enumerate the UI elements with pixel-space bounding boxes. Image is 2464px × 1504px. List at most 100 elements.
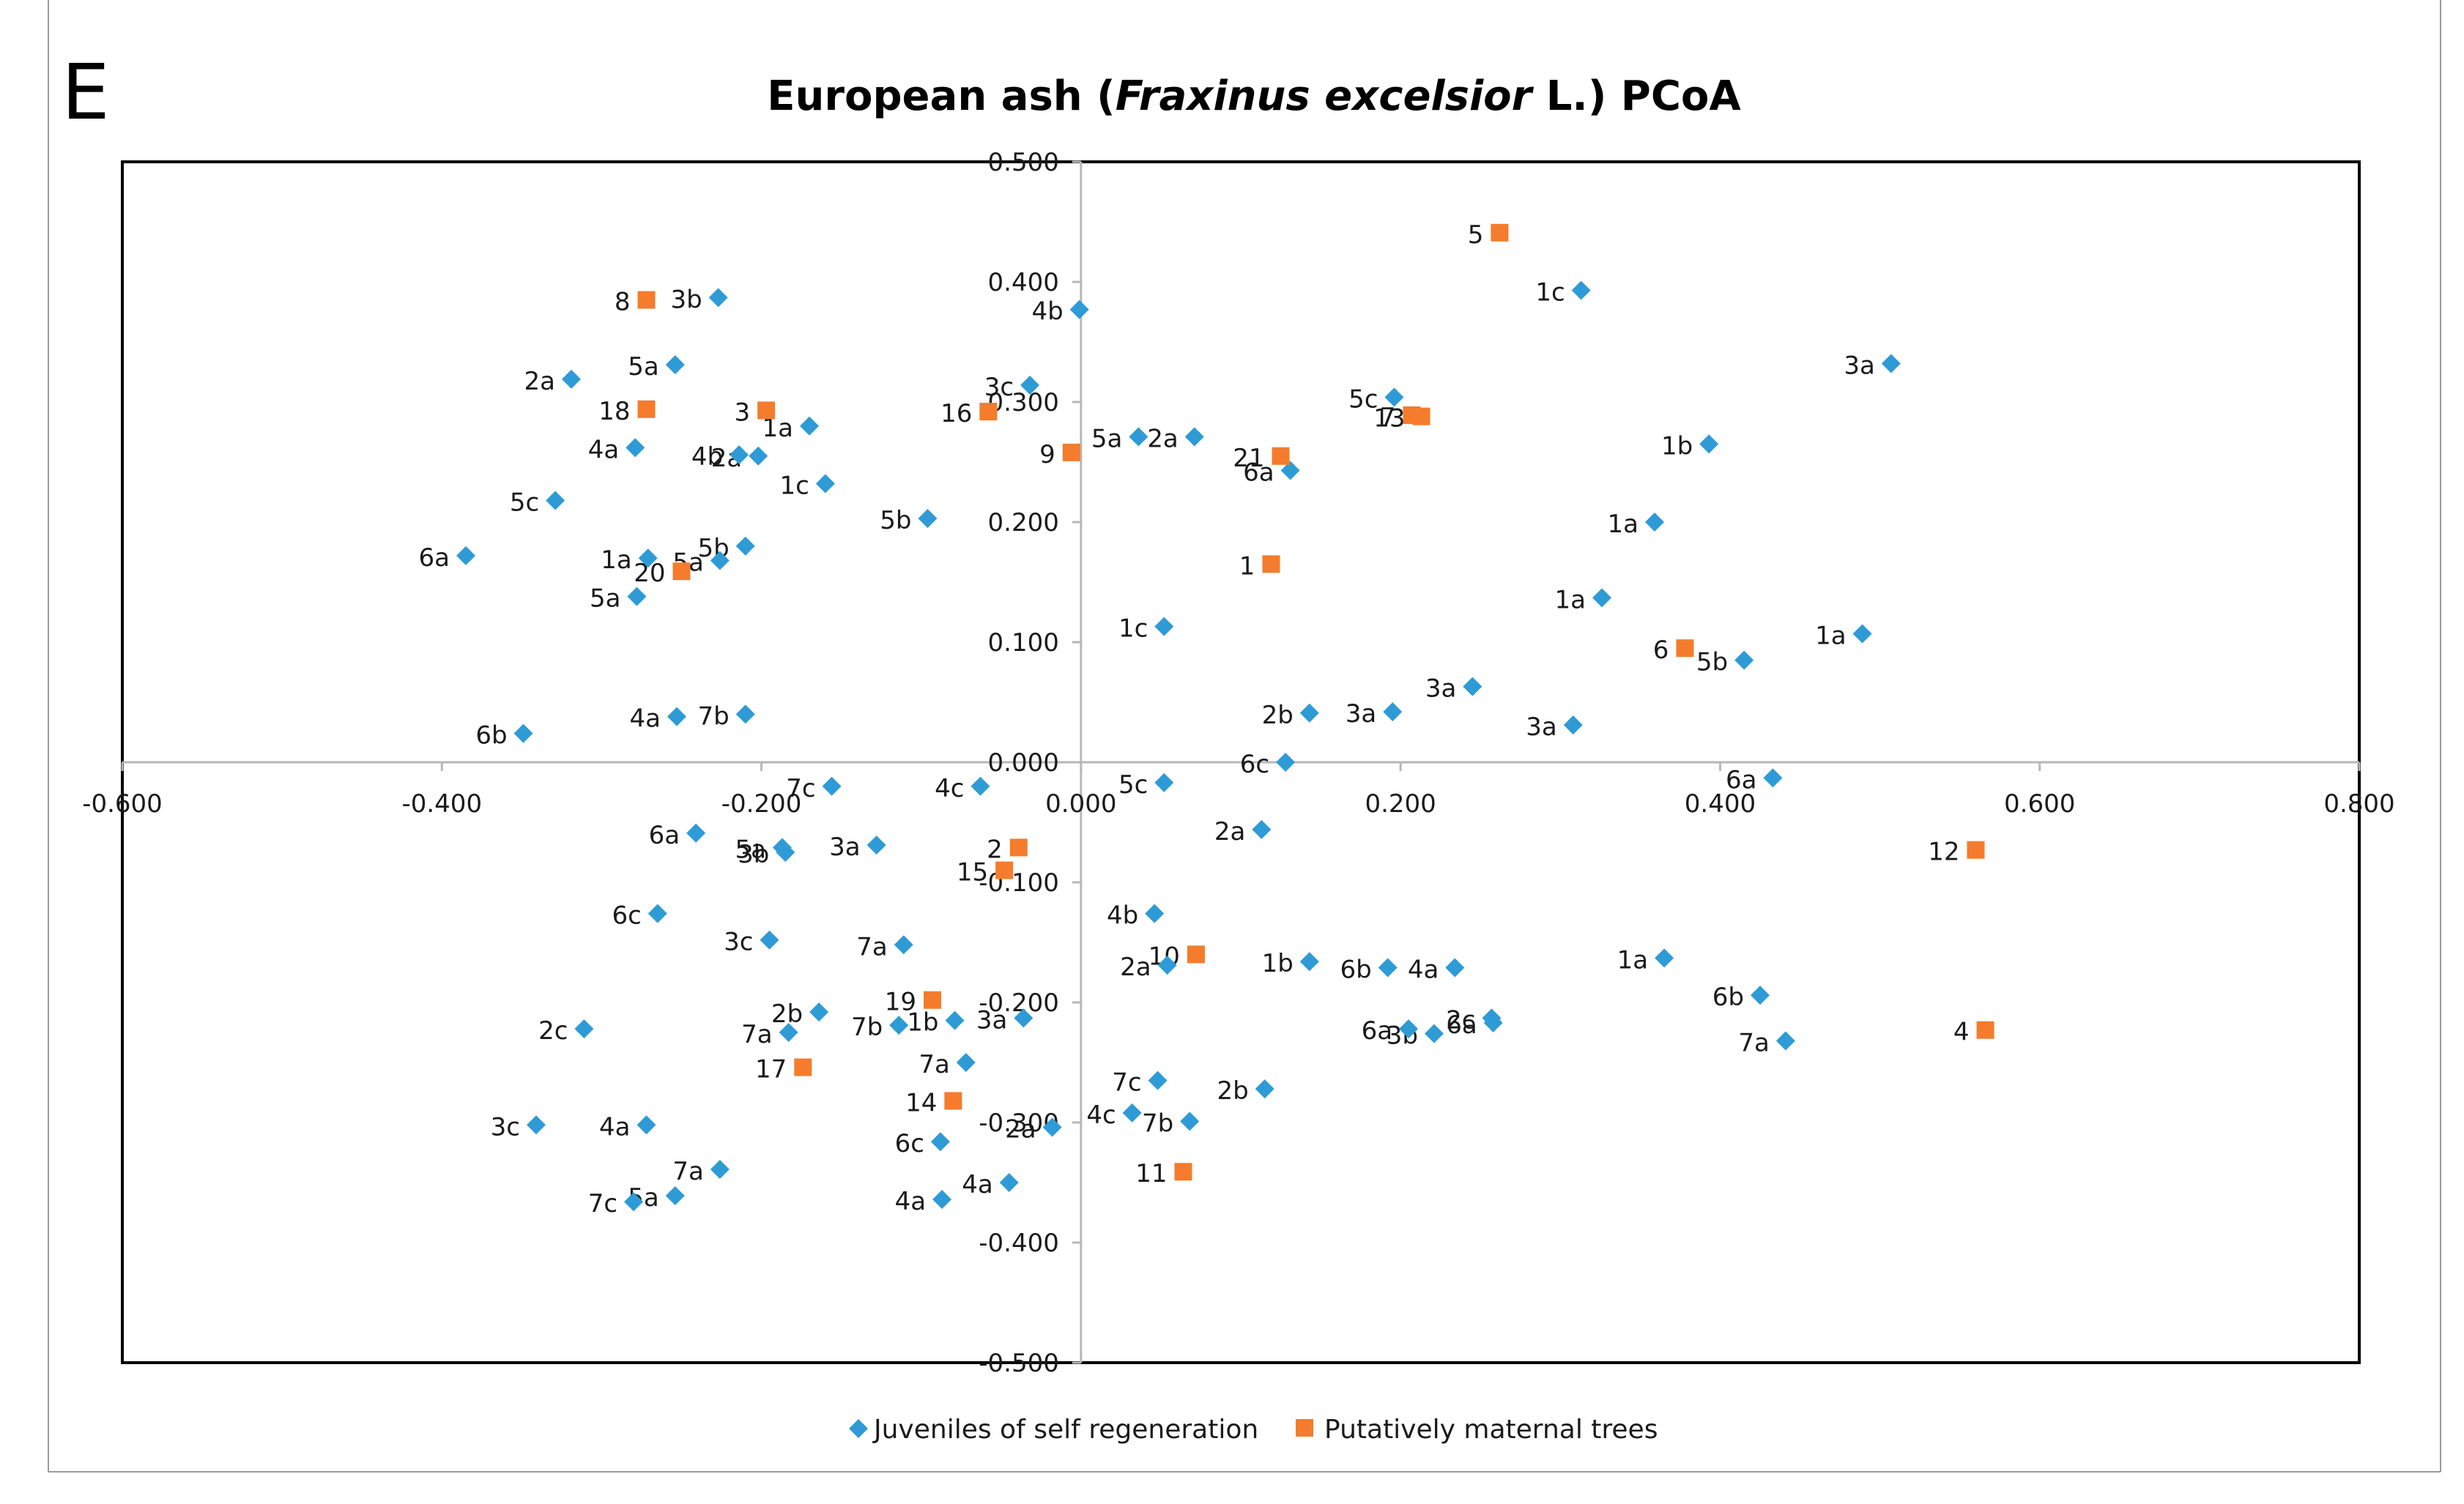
juvenile-point-label: 5a	[590, 584, 620, 614]
juvenile-point	[1445, 958, 1465, 978]
juvenile-point-label: 1b	[1661, 431, 1693, 461]
maternal-tree-point	[757, 401, 776, 420]
juvenile-point	[1276, 753, 1296, 772]
juvenile-point	[513, 723, 533, 743]
legend-item-maternal: Putatively maternal trees	[1296, 1415, 1658, 1445]
juvenile-point	[809, 1002, 829, 1022]
y-tick-label: -0.200	[979, 989, 1059, 1018]
juvenile-point-label: 6c	[612, 901, 641, 931]
legend-label-juveniles: Juveniles of self regeneration	[872, 1415, 1258, 1445]
y-tick-label: -0.300	[979, 1109, 1059, 1138]
juvenile-point-label: 3c	[984, 373, 1014, 402]
juvenile-point	[1145, 904, 1165, 923]
maternal-tree-label: 3	[734, 398, 750, 427]
juvenile-point	[1378, 958, 1398, 978]
y-tick-label: -0.500	[979, 1349, 1059, 1378]
juvenile-point	[561, 369, 581, 389]
juvenile-point-label: 2c	[538, 1016, 568, 1046]
maternal-tree-point	[637, 291, 656, 309]
maternal-tree-point	[1976, 1021, 1994, 1039]
maternal-tree-point	[995, 861, 1014, 879]
juvenile-point-label: 7b	[698, 701, 730, 731]
juvenile-point-label: 5a	[1091, 425, 1122, 454]
juvenile-point	[1014, 1008, 1034, 1028]
juvenile-point	[749, 446, 768, 466]
juvenile-point	[1154, 773, 1174, 792]
juvenile-point-label: 7c	[786, 774, 815, 803]
juvenile-point	[624, 1192, 644, 1212]
juvenile-point-label: 4b	[1031, 297, 1063, 327]
maternal-tree-point	[637, 400, 656, 418]
juvenile-point-label: 7a	[672, 1157, 703, 1186]
maternal-tree-point	[1187, 945, 1205, 964]
x-tick-label: -0.600	[82, 789, 163, 819]
juvenile-point-label: 4b	[1107, 901, 1138, 931]
juvenile-point	[686, 823, 706, 843]
juvenile-point	[526, 1115, 546, 1135]
juvenile-point	[776, 843, 795, 862]
juvenile-point	[665, 355, 685, 375]
juvenile-point-label: 6a	[419, 543, 450, 573]
legend: Juveniles of self regeneration Putativel…	[849, 1415, 1658, 1445]
maternal-tree-point	[1967, 841, 1985, 859]
juvenile-point	[708, 288, 728, 308]
juvenile-point	[1463, 677, 1483, 696]
juvenile-point	[1154, 617, 1174, 636]
juvenile-point-label: 4a	[588, 435, 619, 464]
y-tick-label: -0.100	[979, 868, 1059, 898]
y-tick-label: 0.500	[988, 148, 1059, 177]
juvenile-point	[932, 1189, 952, 1209]
juvenile-point	[1129, 427, 1148, 447]
juvenile-point	[1592, 588, 1612, 608]
maternal-tree-point	[944, 1092, 962, 1110]
juvenile-point	[1252, 819, 1272, 839]
legend-diamond-marker	[849, 1419, 868, 1438]
y-tick-label: 0.000	[988, 748, 1059, 778]
juvenile-point	[930, 1132, 950, 1152]
juvenile-point	[730, 445, 749, 465]
juvenile-point	[1020, 376, 1040, 395]
juvenile-point-label: 2a	[1005, 1115, 1036, 1144]
juvenile-point-label: 7a	[919, 1050, 949, 1079]
juvenile-point-label: 5c	[1118, 770, 1148, 800]
juvenile-point	[1157, 956, 1177, 975]
juvenile-point-label: 4c	[935, 774, 964, 803]
juvenile-point	[1852, 624, 1872, 644]
juvenile-point	[971, 776, 990, 796]
juvenile-point	[574, 1019, 594, 1039]
maternal-tree-label: 1	[1239, 551, 1255, 581]
juvenile-point	[894, 935, 913, 955]
juvenile-point-label: 1b	[907, 1008, 938, 1038]
x-tick-label: -0.400	[401, 789, 482, 819]
juvenile-point-label: 2a	[524, 367, 555, 396]
juvenile-point	[1384, 387, 1404, 407]
juvenile-point	[1563, 715, 1583, 735]
juvenile-point-label: 7c	[588, 1189, 617, 1218]
juvenile-point-label: 1a	[1617, 945, 1648, 975]
juvenile-point-label: 2c	[1446, 1005, 1475, 1035]
juvenile-point	[647, 904, 667, 923]
juvenile-point	[1483, 1013, 1503, 1032]
juvenile-point	[1184, 427, 1204, 447]
juvenile-point	[638, 548, 658, 568]
x-tick-label: 0.400	[1685, 789, 1756, 819]
juvenile-point	[1644, 513, 1664, 532]
juvenile-point	[1763, 768, 1783, 788]
maternal-tree-label: 19	[885, 988, 916, 1017]
maternal-tree-point	[1491, 223, 1509, 242]
maternal-tree-label: 17	[755, 1055, 787, 1084]
axes-layer: -0.600 -0.400 -0.200 0.000 0.200 0.400 0.600 0.…	[82, 148, 2394, 1378]
y-tick-label: 0.200	[988, 508, 1059, 537]
legend-square-marker	[1296, 1419, 1313, 1437]
juvenile-point	[815, 474, 835, 494]
juvenile-point-label: 6b	[475, 721, 507, 751]
juvenile-point-label: 5a	[735, 835, 765, 864]
juvenile-point	[1299, 703, 1319, 723]
juvenile-point	[1750, 986, 1770, 1005]
chart-title: European ash (Fraxinus excelsior L.) PCo…	[767, 72, 1741, 120]
juvenile-point	[999, 1173, 1019, 1192]
x-tick-label: 0.200	[1365, 789, 1436, 819]
juvenile-point	[735, 536, 755, 556]
juvenile-point	[1042, 1117, 1062, 1137]
juvenile-point	[1775, 1031, 1795, 1051]
